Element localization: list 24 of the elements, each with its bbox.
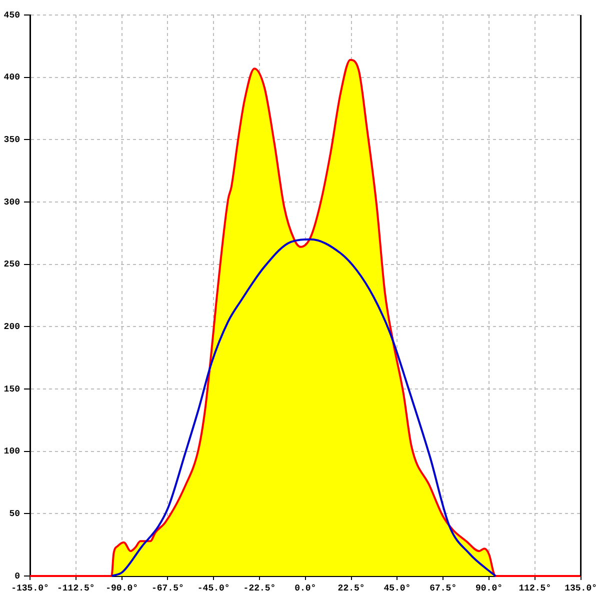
x-tick-label: 135.0° [564,584,597,594]
x-tick-label: 67.5° [430,584,457,594]
x-tick-label: -135.0° [11,584,49,594]
y-tick-label: 150 [4,384,20,394]
x-tick-label: -67.5° [151,584,184,594]
x-tick-label: -45.0° [197,584,230,594]
x-tick-label: -22.5° [243,584,276,594]
y-tick-label: 200 [4,322,20,332]
line-series [110,238,497,577]
x-tick-label: 90.0° [475,584,503,594]
y-tick-label: 450 [4,10,20,20]
x-tick-label: 0.0° [294,584,316,594]
y-tick-label: 300 [4,197,20,208]
y-tick-label: 50 [9,508,20,519]
y-tick-label: 100 [4,446,20,457]
y-tick-label: 250 [4,260,20,270]
x-tick-label: 22.5° [338,584,365,594]
x-tick-label: -90.0° [106,584,138,594]
x-tick-label: 112.5° [518,584,552,594]
y-tick-label: 400 [4,72,20,83]
x-tick-label: 45.0° [384,584,411,594]
y-tick-label: 350 [4,134,20,145]
y-tick-label: 0 [14,571,20,582]
x-tick-label: -112.5° [56,584,95,594]
